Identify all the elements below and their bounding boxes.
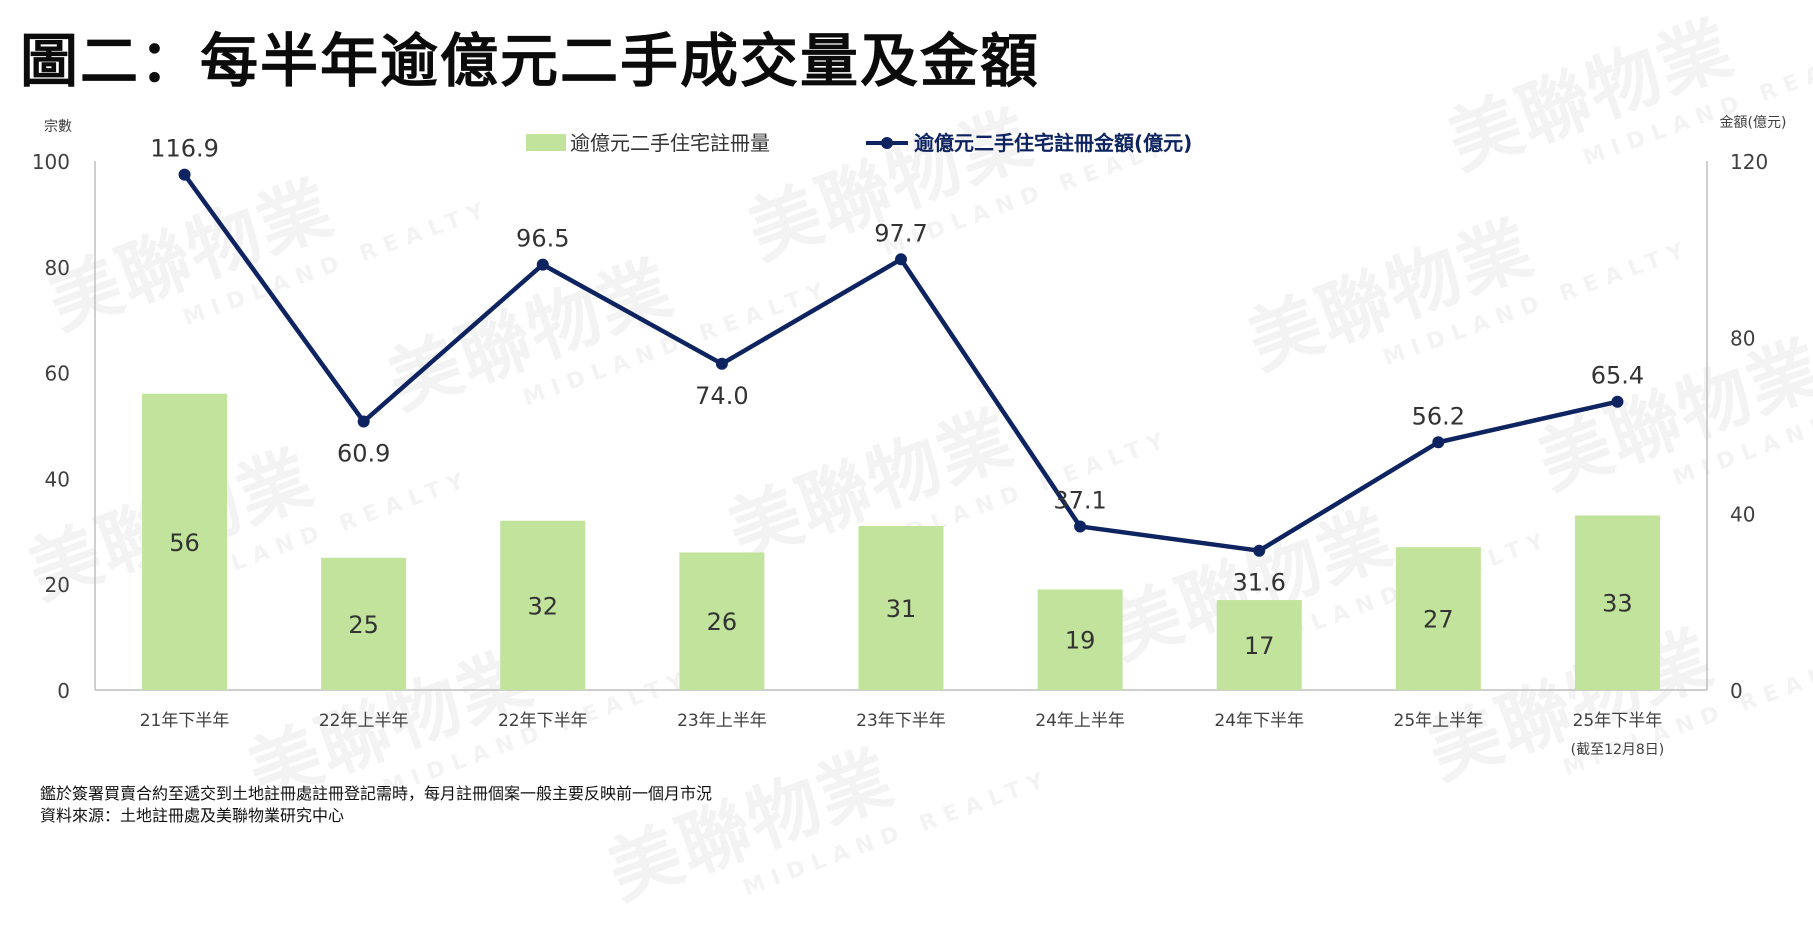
y-right-tick-label: 120 <box>1730 150 1768 174</box>
legend-line-label: 逾億元二手住宅註冊金額(億元) <box>914 131 1192 155</box>
bar-value-label: 26 <box>707 608 738 636</box>
y-right-tick-label: 0 <box>1730 679 1743 703</box>
x-tick-label: 22年上半年 <box>319 711 409 731</box>
line-point <box>178 168 191 181</box>
bar <box>1037 589 1123 690</box>
bar <box>858 526 944 690</box>
line-value-label: 65.4 <box>1591 362 1644 390</box>
line-value-label: 97.7 <box>874 219 927 247</box>
bar-value-label: 56 <box>169 529 200 557</box>
footnote-source: 資料來源：土地註冊處及美聯物業研究中心 <box>40 806 345 825</box>
bar <box>679 552 765 690</box>
legend-bar-swatch <box>526 134 566 151</box>
line-point <box>715 357 728 370</box>
bar-value-label: 27 <box>1423 606 1454 634</box>
y-left-tick-label: 20 <box>45 573 70 597</box>
line-value-label: 56.2 <box>1412 402 1465 430</box>
bar-value-label: 33 <box>1602 590 1633 618</box>
y-left-tick-label: 60 <box>45 362 70 386</box>
bar <box>500 520 586 690</box>
line-point <box>1074 520 1087 533</box>
x-tick-note: (截至12月8日) <box>1571 742 1665 758</box>
y-left-tick-label: 0 <box>57 679 70 703</box>
bar-value-label: 17 <box>1244 632 1275 660</box>
bar-value-label: 19 <box>1065 627 1096 655</box>
line-point <box>1432 436 1445 449</box>
y-right-tick-label: 80 <box>1730 326 1755 350</box>
line-value-label: 74.0 <box>695 382 748 410</box>
legend-bar-label: 逾億元二手住宅註冊量 <box>570 131 770 155</box>
line-point <box>536 258 549 271</box>
x-tick-label: 23年下半年 <box>856 711 946 731</box>
chart-title: 圖二：每半年逾億元二手成交量及金額 <box>20 27 1041 95</box>
footnote-note: 鑑於簽署買賣合約至遞交到土地註冊處註冊登記需時，每月註冊個案一般主要反映前一個月… <box>40 784 713 803</box>
line-point <box>1253 544 1266 557</box>
line-point <box>895 253 907 266</box>
line-point <box>1611 395 1624 408</box>
bar <box>1574 515 1660 690</box>
line-value-label: 96.5 <box>516 225 569 253</box>
y-left-tick-label: 100 <box>32 150 70 174</box>
bar <box>1216 600 1302 690</box>
bar-value-label: 32 <box>528 592 559 620</box>
x-tick-label: 24年上半年 <box>1035 711 1125 731</box>
bar <box>1395 547 1481 690</box>
x-tick-label: 22年下半年 <box>498 711 588 731</box>
y-axis-right-title: 金額(億元) <box>1720 115 1787 131</box>
y-left-tick-label: 80 <box>45 256 70 280</box>
y-left-tick-label: 40 <box>45 467 70 491</box>
x-tick-label: 23年上半年 <box>677 711 767 731</box>
x-tick-label: 25年上半年 <box>1394 711 1484 731</box>
x-tick-label: 21年下半年 <box>140 711 230 731</box>
line-value-label: 60.9 <box>337 440 390 468</box>
bar <box>142 393 228 690</box>
legend-line-marker <box>881 137 893 149</box>
x-tick-label: 25年下半年 <box>1573 711 1663 731</box>
y-right-tick-label: 40 <box>1730 503 1755 527</box>
line-point <box>357 415 370 428</box>
line-value-label: 116.9 <box>150 135 219 163</box>
x-tick-label: 24年下半年 <box>1214 711 1304 731</box>
bar-value-label: 31 <box>886 595 917 623</box>
line-value-label: 37.1 <box>1053 486 1106 514</box>
y-axis-left-title: 宗數 <box>44 119 72 135</box>
line-value-label: 31.6 <box>1233 569 1286 597</box>
bar <box>321 557 407 690</box>
combo-chart: 宗數 金額(億元) 0 20 40 60 80 100 0 40 80 120 56 25 32 26 31 19… <box>32 115 1787 758</box>
bar-value-label: 25 <box>348 611 379 639</box>
